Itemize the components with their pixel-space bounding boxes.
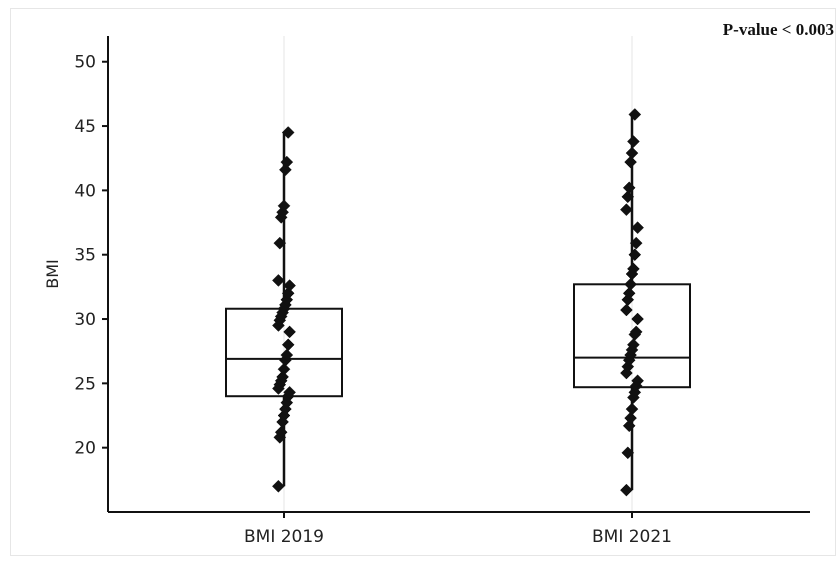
box-layer (225, 114, 691, 491)
y-tick-label: 30 (74, 310, 96, 330)
data-point (627, 338, 640, 352)
y-tick-label: 40 (74, 181, 96, 201)
y-tick-label: 35 (74, 246, 96, 266)
p-value-annotation: P-value < 0.003 (722, 20, 834, 39)
x-tick-label: BMI 2021 (592, 527, 672, 547)
y-tick-label: 45 (74, 117, 96, 137)
data-point (283, 386, 296, 399)
data-point (283, 279, 296, 292)
data-point (281, 338, 295, 352)
y-tick-label: 20 (74, 439, 96, 459)
data-point (622, 286, 636, 300)
data-point (622, 181, 636, 195)
data-point (272, 479, 285, 493)
data-point (629, 325, 643, 339)
data-point (620, 303, 633, 317)
data-point (277, 199, 291, 213)
grid-layer (283, 36, 633, 512)
data-point (277, 362, 291, 376)
data-point (274, 425, 288, 439)
data-point (280, 155, 294, 169)
data-point (627, 262, 640, 276)
data-point (621, 190, 635, 204)
data-point (627, 135, 640, 148)
data-point (281, 126, 295, 139)
data-point (620, 483, 633, 497)
data-point (631, 374, 644, 388)
data-point (631, 221, 644, 235)
y-tick-label: 25 (74, 374, 96, 394)
y-tick-label: 50 (74, 53, 96, 73)
data-point (624, 411, 637, 425)
data-point (624, 277, 637, 291)
plot-frame (10, 8, 836, 556)
data-point (283, 325, 296, 339)
data-point (280, 348, 294, 362)
data-point (631, 312, 644, 326)
data-point (621, 446, 635, 460)
data-point (624, 155, 637, 169)
data-point (272, 274, 285, 287)
data-point (625, 402, 639, 416)
x-tick-label: BMI 2019 (244, 527, 324, 547)
data-point (620, 203, 633, 217)
data-point (273, 236, 287, 250)
point-layer (272, 108, 644, 497)
data-point (628, 108, 642, 121)
data-point (628, 248, 642, 262)
y-axis-title: BMI (43, 259, 62, 289)
axes-layer: 20 25 30 35 40 45 50 BMI 2019 BMI 2021 (74, 36, 810, 547)
data-point (625, 146, 639, 160)
data-point (629, 236, 643, 250)
